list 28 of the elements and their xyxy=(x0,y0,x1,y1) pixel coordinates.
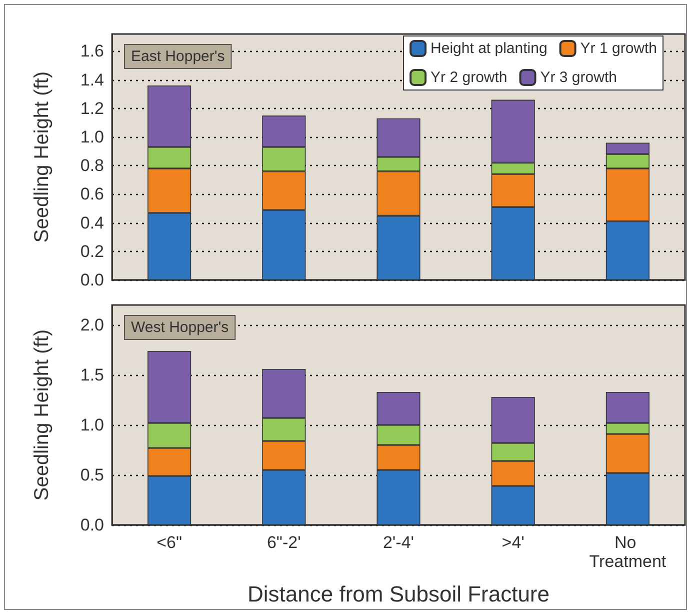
y-tick-label: 1.5 xyxy=(80,366,104,384)
y-tick-label: 2.0 xyxy=(80,316,104,334)
legend-label: Yr 1 growth xyxy=(580,40,658,57)
y-tick-label: 0.0 xyxy=(80,270,104,290)
y-tick-label: 1.6 xyxy=(80,42,104,61)
y-tick-label: 0.0 xyxy=(80,516,104,534)
y-tick-label: 0.6 xyxy=(80,184,104,204)
y-tick-label: 0.2 xyxy=(80,242,104,261)
legend-label: Yr 2 growth xyxy=(430,69,508,86)
y-tick-label: 1.4 xyxy=(80,70,104,90)
annotation: West Hopper's xyxy=(131,319,229,336)
y-tick-label: 0.8 xyxy=(80,156,104,176)
x-tick-label: No Treatment xyxy=(589,533,666,571)
y-tick-label: 1.0 xyxy=(80,416,104,434)
x-tick-label: 2'-4' xyxy=(382,533,414,552)
legend-label: Yr 3 growth xyxy=(540,69,617,86)
annotation: East Hopper's xyxy=(131,48,225,65)
legend-label: Height at planting xyxy=(430,40,548,57)
y-axis-title: Seedling Height (ft) xyxy=(31,329,53,501)
x-tick-label: >4' xyxy=(502,533,524,552)
x-tick-label: <6" xyxy=(156,533,182,552)
x-tick-label: 6"-2' xyxy=(266,533,301,552)
y-tick-label: 0.4 xyxy=(80,213,104,232)
x-axis-title: Distance from Subsoil Fracture xyxy=(248,582,550,606)
y-tick-label: 1.0 xyxy=(80,127,104,146)
y-tick-label: 1.2 xyxy=(80,98,104,118)
y-tick-label: 0.5 xyxy=(80,466,104,484)
y-axis-title: Seedling Height (ft) xyxy=(31,71,53,243)
